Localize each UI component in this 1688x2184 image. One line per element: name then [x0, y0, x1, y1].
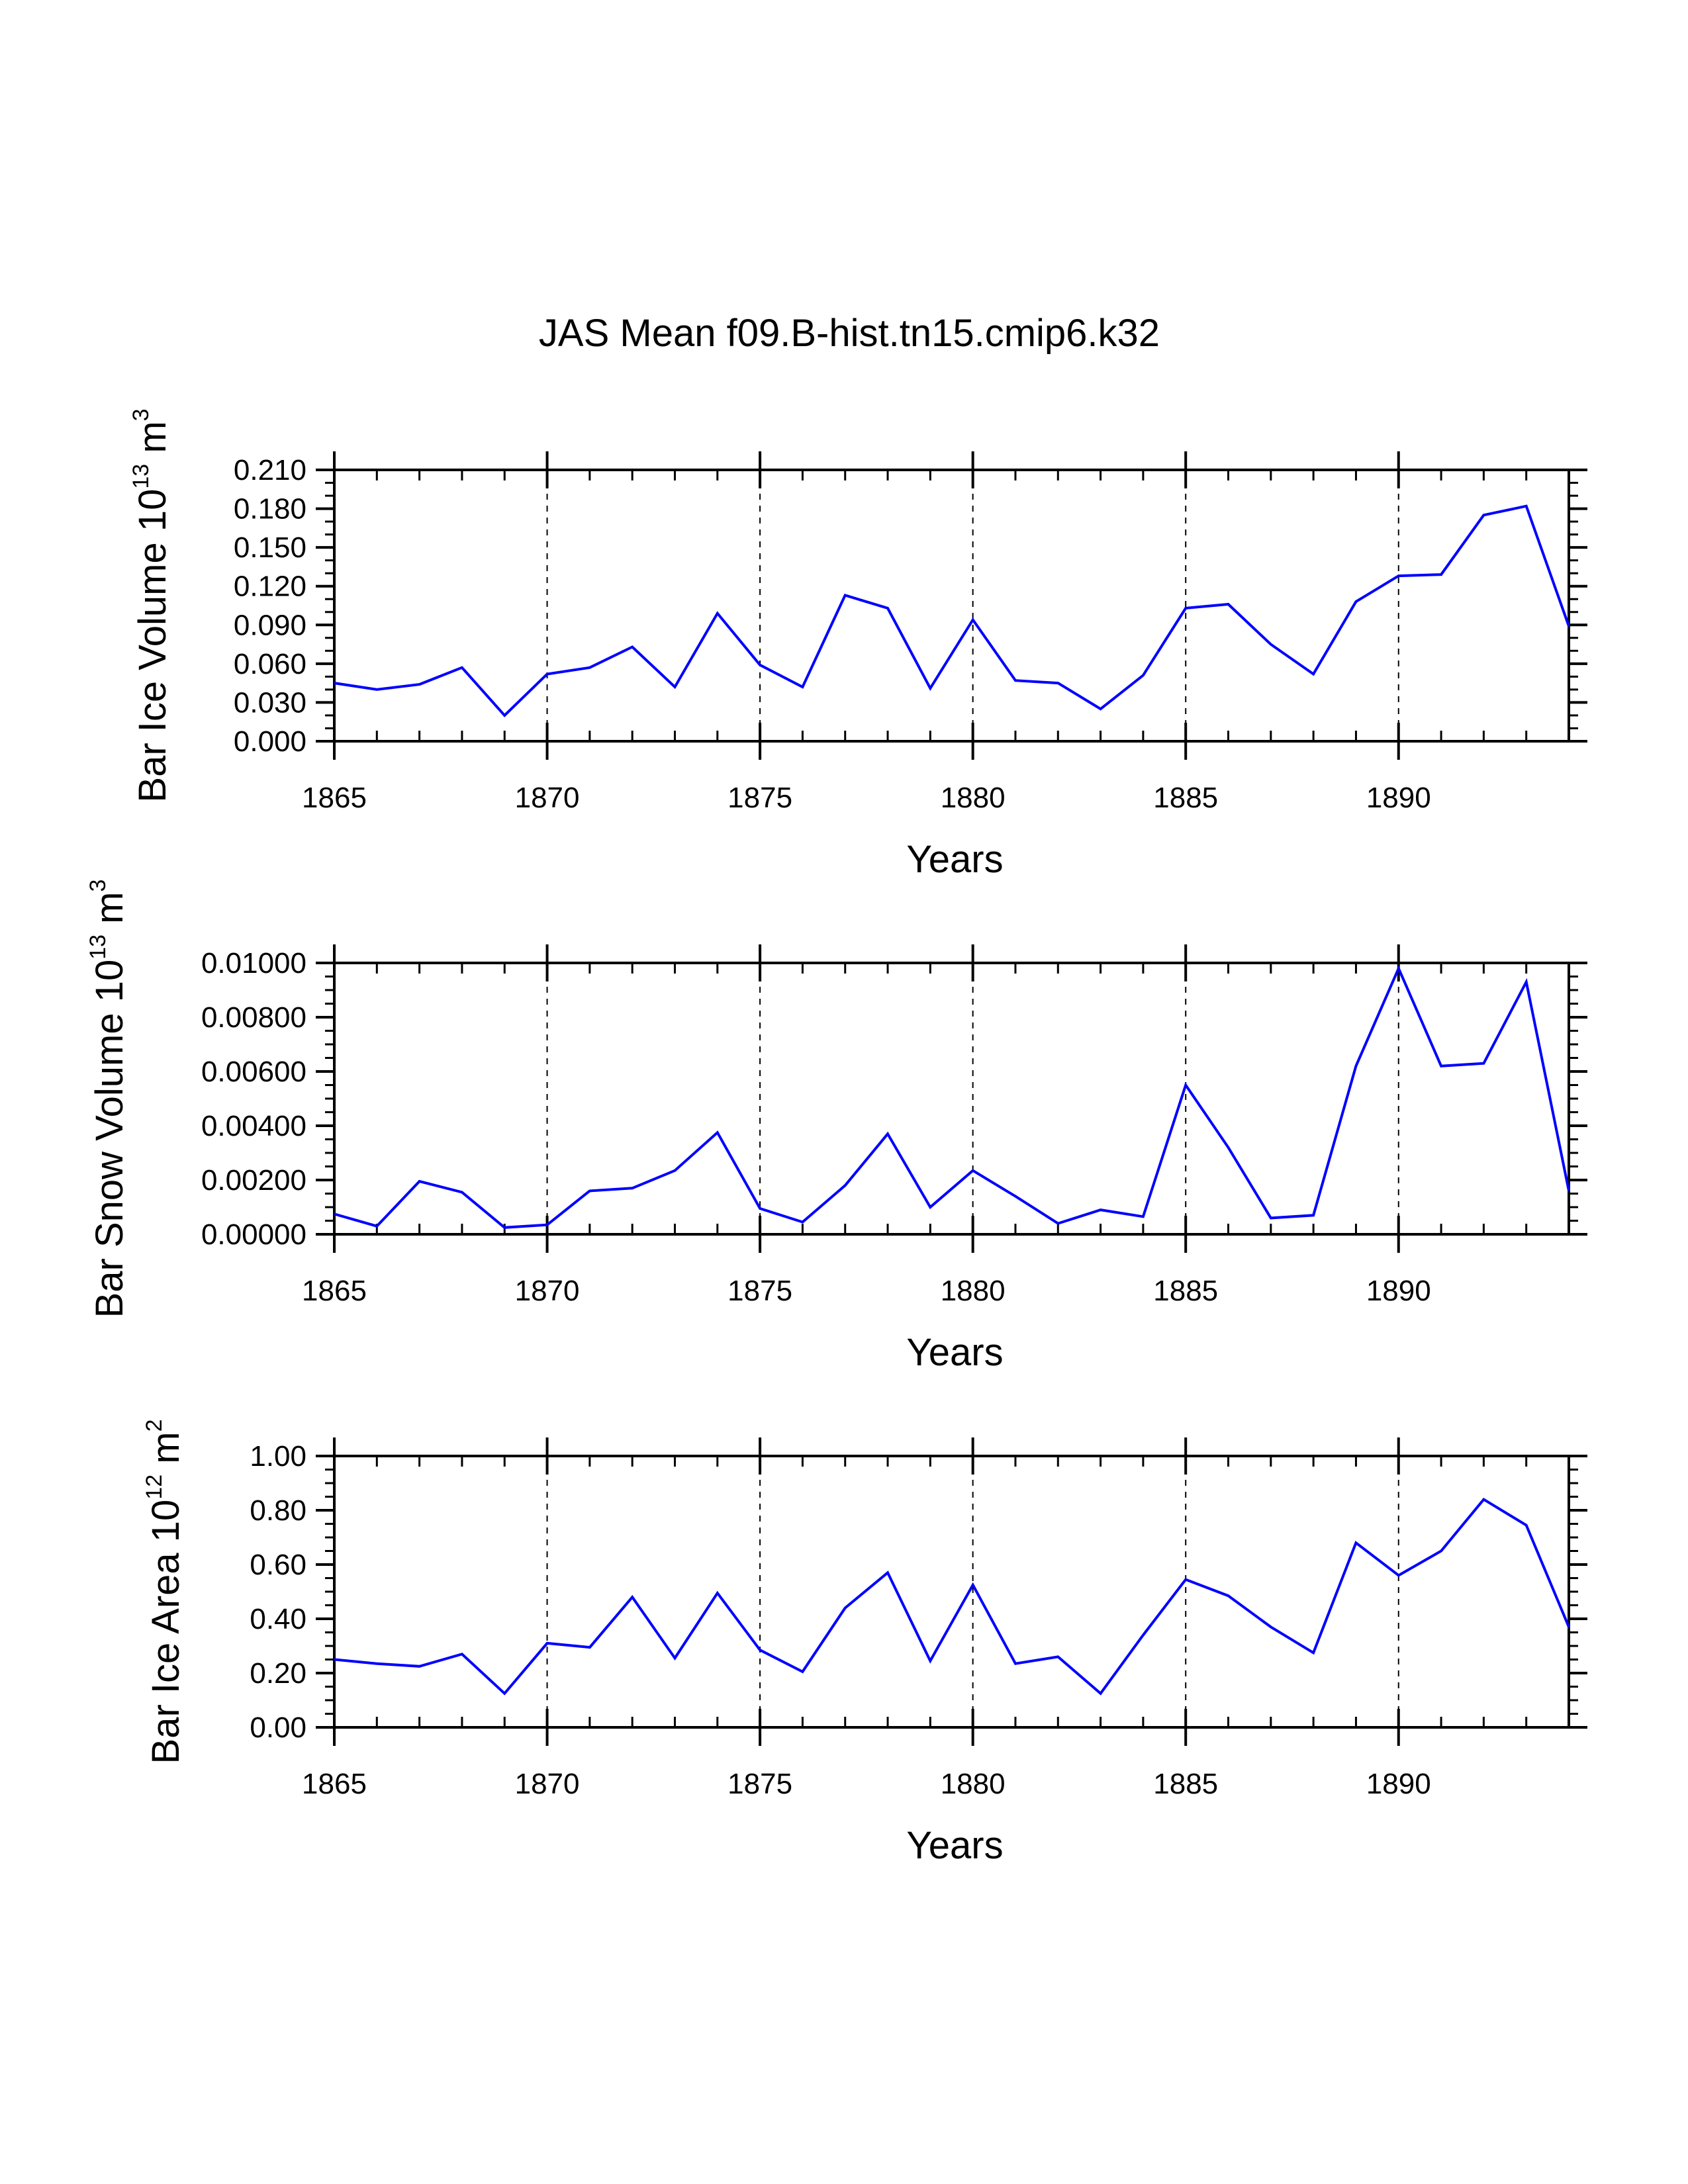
- x-tick-label: 1885: [1153, 782, 1218, 814]
- y-tick-label: 0.00: [250, 1711, 306, 1744]
- y-tick-label: 0.060: [234, 648, 306, 680]
- x-tick-label: 1865: [302, 1768, 367, 1800]
- y-axis-label: Bar Ice Volume 1013 m3: [128, 408, 174, 802]
- x-tick-label: 1880: [941, 1768, 1006, 1800]
- x-tick-label: 1870: [515, 782, 580, 814]
- y-tick-label: 0.00000: [201, 1218, 306, 1251]
- panel-snow-volume: 0.00000 0.00200 0.00400 0.00600 0.00800 0.010…: [85, 880, 1587, 1374]
- plot-frame: [333, 962, 1570, 1236]
- x-tick-label: 1885: [1153, 1275, 1218, 1307]
- panel-ice-volume: 0.000 0.030 0.060 0.090 0.120 0.150 0.180 0.210…: [128, 408, 1587, 881]
- x-tick-label: 1890: [1366, 1275, 1431, 1307]
- plot-frame: [333, 1455, 1570, 1729]
- y-axis-label: Bar Ice Area 1012 m2: [142, 1420, 187, 1764]
- x-tick-label: 1865: [302, 1275, 367, 1307]
- y-tick-label: 0.20: [250, 1657, 306, 1690]
- y-tick-label: 0.00400: [201, 1110, 306, 1142]
- y-tick-label: 0.210: [234, 454, 306, 486]
- chart-title: JAS Mean f09.B-hist.tn15.cmip6.k32: [539, 312, 1160, 355]
- y-tick-label: 0.01000: [201, 947, 306, 979]
- y-tick-label: 0.80: [250, 1494, 306, 1527]
- panel-ice-area: 0.00 0.20 0.40 0.60 0.80 1.00 1865 1870 1875 1880…: [142, 1420, 1587, 1867]
- series-line: [334, 1497, 1570, 1696]
- x-axis-label: Years: [906, 1824, 1003, 1867]
- x-axis-label: Years: [906, 838, 1003, 881]
- x-tick-label: 1890: [1366, 782, 1431, 814]
- x-tick-label: 1870: [515, 1275, 580, 1307]
- y-tick-label: 0.150: [234, 531, 306, 564]
- y-tick-label: 0.40: [250, 1603, 306, 1635]
- x-axis-label: Years: [906, 1331, 1003, 1374]
- y-tick-label: 0.00200: [201, 1164, 306, 1197]
- x-tick-label: 1865: [302, 782, 367, 814]
- y-tick-label: 0.180: [234, 493, 306, 525]
- x-tick-label: 1890: [1366, 1768, 1431, 1800]
- y-tick-label: 0.030: [234, 686, 306, 719]
- x-tick-label: 1870: [515, 1768, 580, 1800]
- x-tick-label: 1880: [941, 1275, 1006, 1307]
- y-tick-label: 0.090: [234, 609, 306, 641]
- x-tick-label: 1875: [727, 782, 792, 814]
- y-axis-label: Bar Snow Volume 1013 m3: [85, 880, 131, 1318]
- y-tick-label: 0.60: [250, 1549, 306, 1581]
- x-tick-label: 1875: [727, 1275, 792, 1307]
- y-tick-label: 0.000: [234, 725, 306, 758]
- y-tick-label: 0.120: [234, 570, 306, 603]
- y-tick-label: 0.00600: [201, 1056, 306, 1088]
- x-tick-label: 1875: [727, 1768, 792, 1800]
- x-tick-label: 1880: [941, 782, 1006, 814]
- plot-frame: [333, 469, 1570, 743]
- series-line: [334, 504, 1570, 717]
- y-tick-label: 0.00800: [201, 1001, 306, 1034]
- series-line: [334, 965, 1570, 1229]
- x-tick-label: 1885: [1153, 1768, 1218, 1800]
- y-tick-label: 1.00: [250, 1440, 306, 1473]
